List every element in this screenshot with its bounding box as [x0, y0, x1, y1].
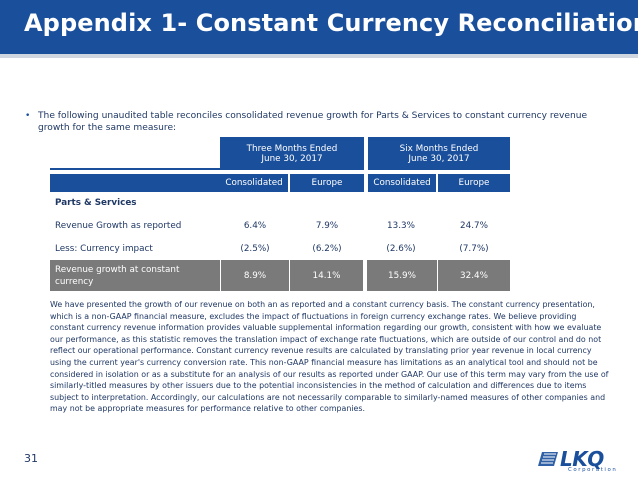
table-row: Less: Currency impact (2.5%) (6.2%) (2.6… [50, 238, 510, 260]
section-label: Parts & Services [55, 198, 137, 208]
bullet-icon: • [25, 111, 31, 121]
column-header: Consolidated [364, 174, 438, 192]
group-header-three-months-line1: Three Months Ended [246, 143, 338, 154]
cell-value: (2.6%) [386, 244, 416, 254]
total-row-label-line2: currency [55, 276, 94, 287]
total-value: 14.1% [290, 260, 364, 291]
logo-wordmark: LKQ [560, 447, 604, 471]
column-header: Consolidated [220, 174, 290, 192]
table-row: Revenue Growth as reported 6.4% 7.9% 13.… [50, 214, 510, 238]
cell-value: 24.7% [460, 221, 488, 231]
intro-bullet-text: • The following unaudited table reconcil… [25, 110, 608, 134]
cell-value: 13.3% [387, 221, 415, 231]
group-header-six-months-line2: June 30, 2017 [408, 153, 470, 164]
logo-tagline: Corporation [568, 467, 618, 473]
cell-value: 6.4% [243, 221, 267, 231]
total-value: 32.4% [438, 260, 510, 291]
title-bar: Appendix 1- Constant Currency Reconcilia… [0, 0, 638, 58]
cell-value: 7.9% [315, 221, 339, 231]
column-header: Europe [438, 174, 510, 192]
row-label: Less: Currency impact [55, 244, 153, 254]
group-header-three-months: Three Months Ended June 30, 2017 [220, 137, 364, 170]
group-header-three-months-line2: June 30, 2017 [261, 153, 323, 164]
intro-text: The following unaudited table reconciles… [38, 111, 588, 133]
total-row: Revenue growth at constant currency 8.9%… [50, 260, 510, 291]
column-header-blank [50, 174, 220, 192]
column-header: Europe [290, 174, 364, 192]
page-title: Appendix 1- Constant Currency Reconcilia… [24, 9, 638, 37]
page-number: 31 [24, 452, 38, 465]
cell-value: (2.5%) [240, 244, 270, 254]
total-row-label: Revenue growth at constant currency [50, 260, 220, 291]
group-header-six-months-line1: Six Months Ended [399, 143, 479, 154]
cell-value: (7.7%) [459, 244, 489, 254]
total-value: 8.9% [220, 260, 290, 291]
lkq-logo-icon [538, 452, 558, 466]
total-row-label-line1: Revenue growth at constant [55, 264, 180, 275]
group-header-six-months: Six Months Ended June 30, 2017 [364, 137, 510, 170]
row-label: Revenue Growth as reported [55, 221, 182, 231]
explanation-paragraph: We have presented the growth of our reve… [50, 300, 609, 414]
total-value: 15.9% [364, 260, 438, 291]
cell-value: (6.2%) [312, 244, 342, 254]
table-corner [50, 137, 220, 170]
